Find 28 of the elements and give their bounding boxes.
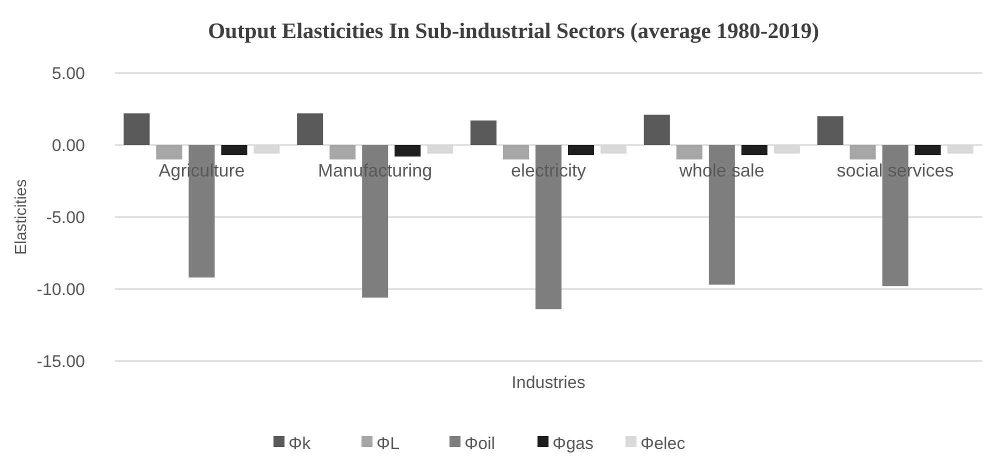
bar bbox=[394, 145, 421, 157]
bar bbox=[124, 113, 150, 145]
bar bbox=[914, 145, 941, 156]
y-tick-label: -10.00 bbox=[36, 280, 85, 299]
bar bbox=[470, 120, 496, 145]
y-tick-label: -5.00 bbox=[46, 208, 85, 227]
y-tick-label: 5.00 bbox=[52, 64, 85, 83]
legend-label: Φoil bbox=[464, 434, 496, 453]
bar bbox=[741, 145, 768, 156]
legend-label: Φk bbox=[288, 434, 312, 453]
legend-label: ΦL bbox=[376, 434, 400, 453]
bar bbox=[676, 145, 702, 160]
y-tick-label: 0.00 bbox=[52, 136, 85, 155]
y-tick-label: -15.00 bbox=[36, 352, 85, 371]
bar bbox=[850, 145, 876, 160]
chart-title: Output Elasticities In Sub-industrial Sectors (average 1980-2019) bbox=[208, 18, 820, 43]
bar bbox=[568, 145, 594, 156]
legend-label: Φgas bbox=[552, 434, 594, 453]
bar bbox=[817, 116, 844, 145]
bar bbox=[502, 145, 529, 160]
x-axis-title: Industries bbox=[512, 373, 586, 392]
legend-label: Φelec bbox=[640, 434, 686, 453]
bar bbox=[297, 113, 324, 145]
bar bbox=[330, 145, 356, 160]
bar bbox=[644, 114, 670, 145]
y-axis-title: Elasticities bbox=[13, 179, 30, 255]
bar bbox=[156, 145, 182, 160]
bar bbox=[221, 145, 248, 156]
